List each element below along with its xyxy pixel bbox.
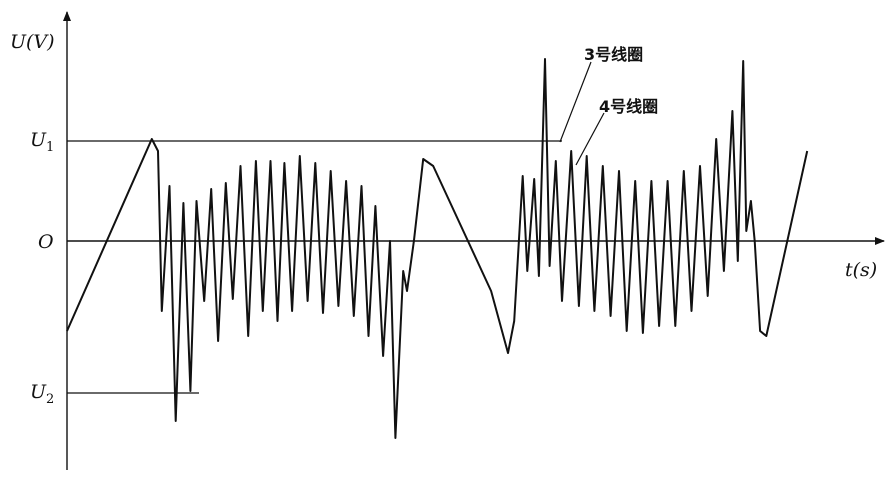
coil-3-annotation: 3号线圈 xyxy=(584,45,643,64)
x-axis-label: t(s) xyxy=(845,259,877,281)
coil-4-annotation: 4号线圈 xyxy=(599,97,658,116)
u1-label: U1 xyxy=(30,129,54,155)
u2-label: U2 xyxy=(30,381,54,407)
coil-3-leader-line xyxy=(559,61,592,143)
origin-label: O xyxy=(38,231,54,253)
y-axis-label: U(V) xyxy=(10,31,55,53)
voltage-waveform-series xyxy=(66,58,809,439)
coil-4-leader-line xyxy=(575,112,605,166)
